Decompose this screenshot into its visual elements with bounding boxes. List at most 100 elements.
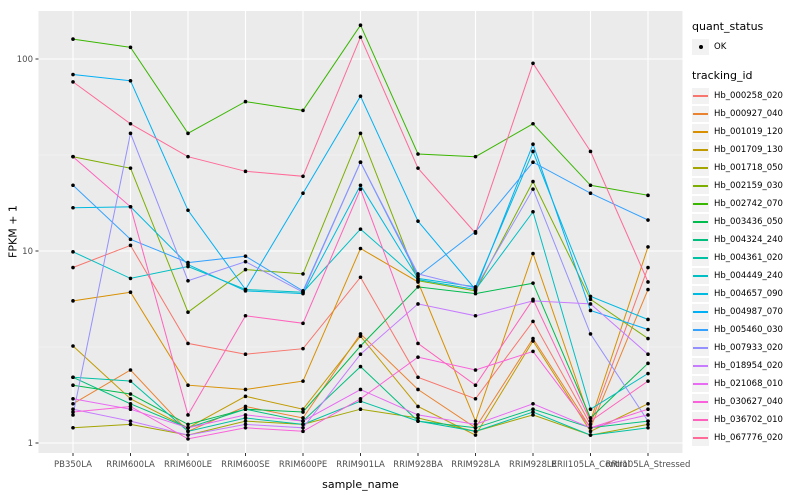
x-tick-label: RRIM600PE (279, 460, 327, 470)
line-swatch (692, 285, 709, 302)
data-point (71, 402, 75, 406)
data-point (186, 131, 190, 136)
x-tick-label: RRIM901LA (336, 460, 385, 470)
legend-item-label: Hb_036702_010 (714, 414, 783, 425)
data-point (473, 425, 478, 430)
data-point (358, 187, 363, 191)
data-point (588, 433, 593, 437)
legend-item-Hb_007933_020: Hb_007933_020 (692, 339, 798, 356)
data-point (71, 72, 75, 77)
data-point (301, 191, 305, 196)
y-tick-label: 1 (28, 439, 33, 449)
line-swatch (692, 411, 709, 428)
data-point (646, 379, 650, 383)
data-point (243, 267, 248, 272)
data-point (71, 250, 75, 254)
data-point (646, 413, 650, 417)
x-tick-label: RRIM928LE (509, 460, 557, 470)
data-point (128, 45, 133, 50)
data-point (71, 410, 75, 414)
data-point (646, 422, 650, 427)
legend-item-label: Hb_021068_010 (714, 378, 783, 389)
legend-item-Hb_036702_010: Hb_036702_010 (692, 411, 798, 428)
line-swatch (692, 87, 709, 104)
data-point (473, 396, 478, 401)
data-point (71, 205, 75, 210)
data-point (646, 287, 650, 292)
data-point (301, 425, 305, 430)
data-point (358, 131, 363, 136)
data-point (646, 193, 650, 198)
data-point (243, 407, 248, 411)
data-point (588, 302, 593, 306)
data-point (473, 313, 478, 318)
legend-item-Hb_001718_050: Hb_001718_050 (692, 159, 798, 176)
data-point (243, 254, 248, 258)
data-point (128, 392, 133, 396)
data-point (358, 364, 363, 369)
line-swatch (692, 123, 709, 140)
legend-item-Hb_002742_070: Hb_002742_070 (692, 195, 798, 212)
legend-item-label: Hb_001019_120 (714, 126, 783, 137)
legend-item-quant-OK: OK (692, 38, 798, 55)
legend-item-label: Hb_002742_070 (714, 198, 783, 209)
data-point (71, 425, 75, 430)
data-point (71, 396, 75, 401)
data-point (531, 407, 535, 411)
data-point (128, 166, 133, 170)
line-swatch (692, 141, 709, 158)
data-point (301, 416, 305, 420)
line-swatch (692, 231, 709, 248)
legend-item-label: OK (714, 41, 727, 52)
x-tick-label: RRIM928BA (393, 460, 443, 470)
data-point (646, 280, 650, 284)
data-point (243, 387, 248, 392)
data-point (473, 433, 478, 437)
y-tick-label: 10 (22, 247, 33, 257)
data-point (243, 259, 248, 264)
data-point (243, 313, 248, 318)
data-point (588, 407, 593, 411)
data-point (128, 204, 133, 209)
data-point (531, 142, 535, 146)
data-point (128, 402, 133, 406)
data-point (71, 80, 75, 84)
data-point (71, 299, 75, 303)
x-tick-label: RRIM600LA (106, 460, 155, 470)
data-point (416, 341, 420, 346)
data-point (186, 208, 190, 213)
data-point (71, 375, 75, 380)
data-point (186, 433, 190, 437)
data-point (646, 245, 650, 249)
x-tick-label: RRIM600LE (164, 460, 212, 470)
data-point (186, 425, 190, 430)
legend: quant_status OK tracking_id Hb_000258_02… (692, 20, 798, 460)
data-point (358, 183, 363, 188)
data-point (128, 243, 133, 248)
data-point (531, 297, 535, 302)
data-point (531, 281, 535, 285)
data-point (588, 183, 593, 188)
data-point (243, 394, 248, 399)
data-point (301, 410, 305, 414)
legend-item-label: Hb_007933_020 (714, 342, 783, 353)
data-point (588, 191, 593, 196)
line-swatch (692, 177, 709, 194)
data-point (416, 355, 420, 359)
legend-item-Hb_001019_120: Hb_001019_120 (692, 123, 798, 140)
data-point (416, 387, 420, 392)
point-swatch (692, 38, 709, 55)
data-point (416, 152, 420, 156)
legend-tracking-id-title: tracking_id (692, 69, 753, 82)
data-point (531, 349, 535, 354)
legend-item-label: Hb_004449_240 (714, 270, 783, 281)
data-point (646, 265, 650, 270)
line-swatch (692, 393, 709, 410)
data-point (416, 166, 420, 170)
data-point (358, 352, 363, 357)
legend-item-label: Hb_001718_050 (714, 162, 783, 173)
data-point (646, 218, 650, 222)
legend-item-label: Hb_005460_030 (714, 324, 783, 335)
data-point (588, 419, 593, 423)
